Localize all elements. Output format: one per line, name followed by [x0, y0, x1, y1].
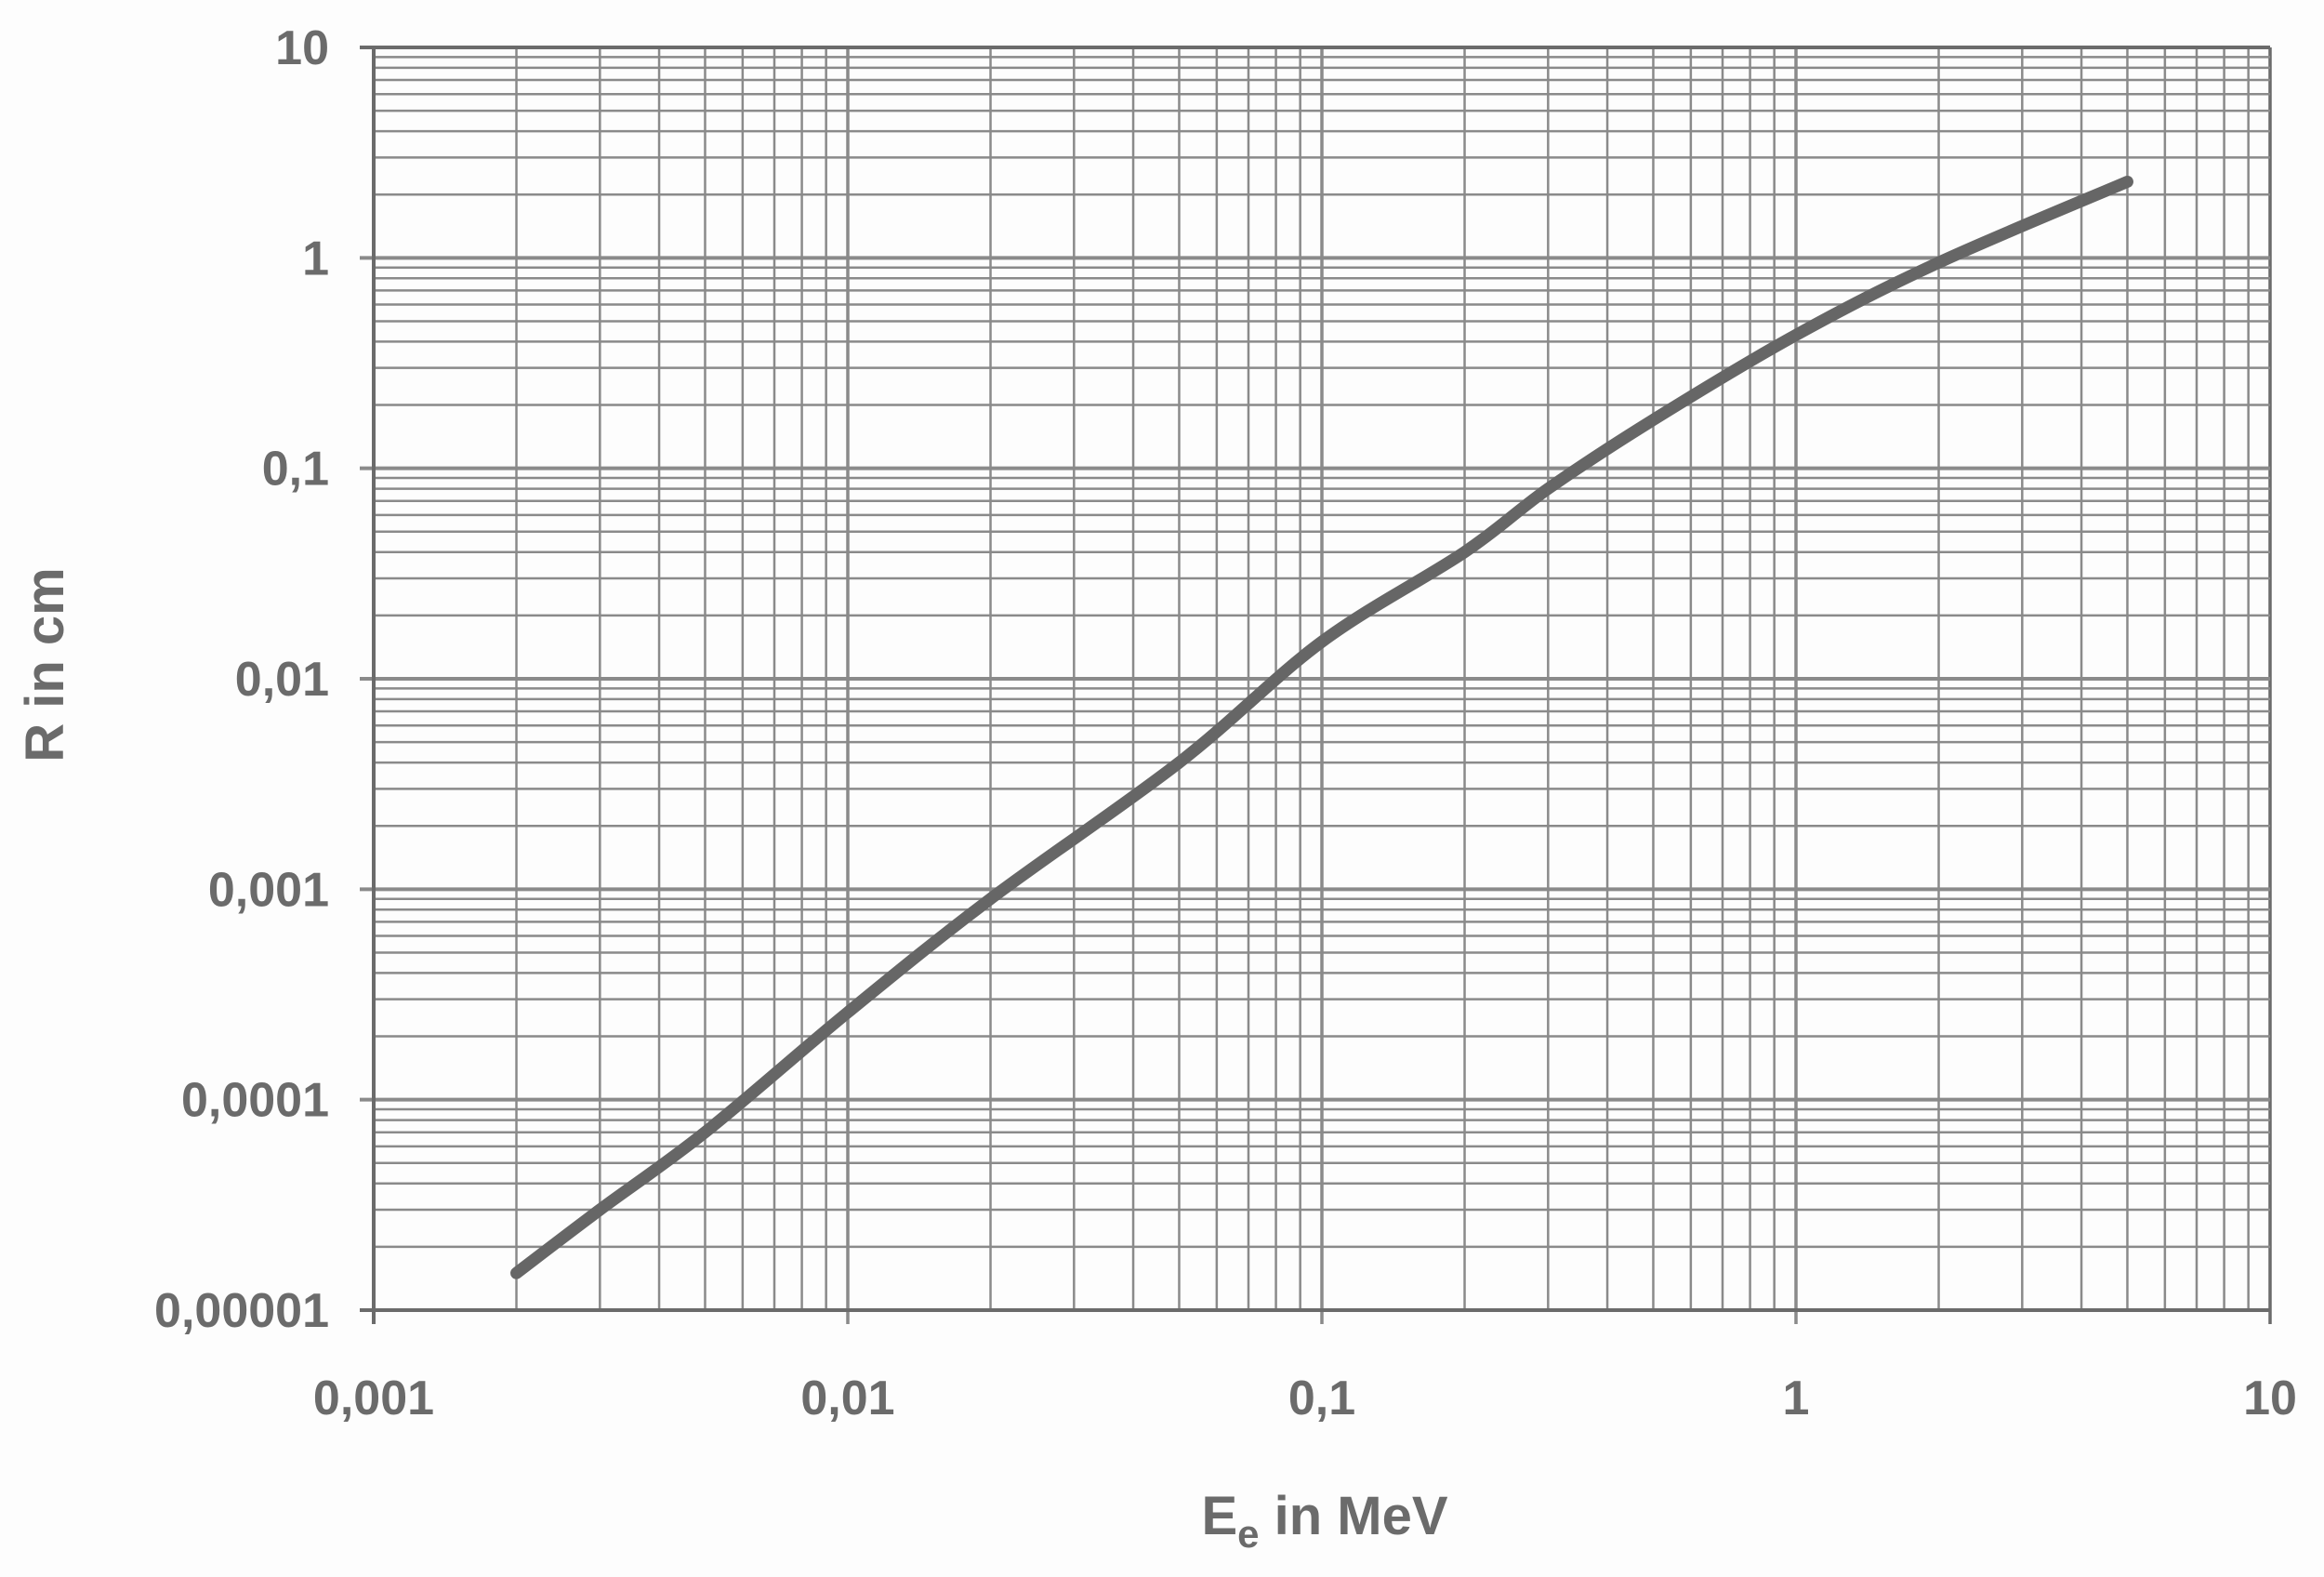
grid-lines [360, 46, 2272, 1324]
y-tick-label: 0,00001 [154, 1284, 329, 1338]
y-tick-label: 0,0001 [181, 1074, 329, 1128]
y-tick-label: 10 [275, 21, 329, 75]
x-axis-tick-labels: 0,001 0,01 0,1 1 10 [313, 1372, 2297, 1425]
x-tick-label: 0,001 [313, 1372, 434, 1425]
x-axis-title: Ee in MeV [1201, 1486, 1447, 1556]
range-curve-line [510, 175, 2133, 1279]
y-axis-tick-labels: 0,00001 0,0001 0,001 0,01 0,1 1 10 [154, 21, 329, 1338]
data-series-range-curve [510, 175, 2133, 1279]
x-tick-label: 0,1 [1288, 1372, 1355, 1425]
y-axis-title: R in cm [15, 567, 75, 762]
y-tick-label: 1 [302, 232, 329, 285]
y-tick-label: 0,1 [262, 443, 329, 497]
x-tick-label: 0,01 [800, 1372, 894, 1425]
x-tick-label: 10 [2243, 1372, 2297, 1425]
x-tick-label: 1 [1783, 1372, 1810, 1425]
y-tick-label: 0,001 [208, 863, 329, 917]
y-tick-label: 0,01 [235, 653, 329, 707]
